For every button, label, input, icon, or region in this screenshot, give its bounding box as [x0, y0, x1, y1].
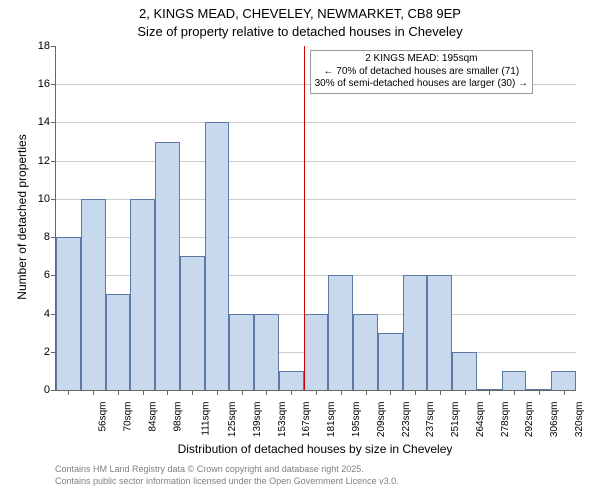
xtick-label: 84sqm	[147, 402, 158, 432]
xtick-label: 264sqm	[475, 402, 486, 438]
y-axis-label: Number of detached properties	[15, 127, 29, 307]
ytick-label: 0	[44, 384, 50, 396]
xtick-label: 251sqm	[450, 402, 461, 438]
histogram-bar	[229, 314, 254, 390]
xtick-mark	[68, 390, 69, 395]
xtick-label: 153sqm	[277, 402, 288, 438]
xtick-mark	[465, 390, 466, 395]
xtick-mark	[316, 390, 317, 395]
histogram-chart: 2, KINGS MEAD, CHEVELEY, NEWMARKET, CB8 …	[0, 0, 600, 500]
xtick-label: 111sqm	[201, 402, 212, 436]
ytick-label: 4	[44, 308, 50, 320]
xtick-mark	[118, 390, 119, 395]
ytick-mark	[51, 84, 56, 85]
chart-title-line1: 2, KINGS MEAD, CHEVELEY, NEWMARKET, CB8 …	[0, 6, 600, 21]
ytick-label: 6	[44, 269, 50, 281]
ytick-label: 18	[38, 40, 50, 52]
ytick-mark	[51, 46, 56, 47]
annotation-line: 30% of semi-detached houses are larger (…	[315, 78, 528, 91]
ytick-label: 10	[38, 193, 50, 205]
reference-line	[304, 46, 305, 390]
histogram-bar	[254, 314, 279, 390]
histogram-bar	[180, 256, 205, 390]
xtick-mark	[217, 390, 218, 395]
histogram-bar	[427, 275, 452, 390]
ytick-label: 2	[44, 346, 50, 358]
x-axis-label: Distribution of detached houses by size …	[55, 442, 575, 456]
histogram-bar	[205, 122, 230, 390]
xtick-mark	[539, 390, 540, 395]
ytick-label: 14	[38, 116, 50, 128]
annotation-line: ← 70% of detached houses are smaller (71…	[315, 66, 528, 79]
ytick-mark	[51, 161, 56, 162]
histogram-bar	[130, 199, 155, 390]
footer-line2: Contains public sector information licen…	[55, 476, 399, 488]
chart-title-line2: Size of property relative to detached ho…	[0, 24, 600, 39]
xtick-label: 181sqm	[326, 402, 337, 438]
footer-line1: Contains HM Land Registry data © Crown c…	[55, 464, 399, 476]
histogram-bar	[452, 352, 477, 390]
histogram-bar	[106, 294, 131, 390]
footer-attribution: Contains HM Land Registry data © Crown c…	[55, 464, 399, 487]
ytick-label: 16	[38, 78, 50, 90]
annotation-box: 2 KINGS MEAD: 195sqm← 70% of detached ho…	[310, 50, 533, 94]
xtick-mark	[564, 390, 565, 395]
xtick-mark	[390, 390, 391, 395]
histogram-bar	[378, 333, 403, 390]
ytick-label: 8	[44, 231, 50, 243]
xtick-label: 125sqm	[227, 402, 238, 438]
xtick-label: 167sqm	[302, 402, 313, 438]
xtick-label: 237sqm	[425, 402, 436, 438]
histogram-bar	[403, 275, 428, 390]
histogram-bar	[551, 371, 576, 390]
xtick-mark	[489, 390, 490, 395]
xtick-label: 98sqm	[172, 402, 183, 432]
histogram-bar	[502, 371, 527, 390]
xtick-mark	[143, 390, 144, 395]
xtick-mark	[167, 390, 168, 395]
gridline	[56, 161, 576, 162]
plot-area: 02468101214161856sqm70sqm84sqm98sqm111sq…	[55, 46, 576, 391]
ytick-label: 12	[38, 155, 50, 167]
xtick-label: 278sqm	[500, 402, 511, 438]
xtick-label: 292sqm	[524, 402, 535, 438]
xtick-mark	[514, 390, 515, 395]
histogram-bar	[56, 237, 81, 390]
xtick-mark	[415, 390, 416, 395]
xtick-label: 306sqm	[549, 402, 560, 438]
xtick-label: 195sqm	[351, 402, 362, 438]
xtick-mark	[192, 390, 193, 395]
xtick-label: 70sqm	[123, 402, 134, 432]
histogram-bar	[155, 142, 180, 390]
ytick-mark	[51, 199, 56, 200]
histogram-bar	[304, 314, 329, 390]
xtick-mark	[93, 390, 94, 395]
xtick-label: 56sqm	[98, 402, 109, 432]
xtick-mark	[440, 390, 441, 395]
xtick-label: 320sqm	[574, 402, 585, 438]
xtick-mark	[242, 390, 243, 395]
xtick-mark	[341, 390, 342, 395]
histogram-bar	[81, 199, 106, 390]
histogram-bar	[353, 314, 378, 390]
xtick-mark	[366, 390, 367, 395]
ytick-mark	[51, 122, 56, 123]
xtick-label: 209sqm	[376, 402, 387, 438]
ytick-mark	[51, 390, 56, 391]
xtick-mark	[291, 390, 292, 395]
xtick-label: 139sqm	[252, 402, 263, 438]
gridline	[56, 122, 576, 123]
xtick-mark	[266, 390, 267, 395]
xtick-label: 223sqm	[401, 402, 412, 438]
histogram-bar	[328, 275, 353, 390]
annotation-line: 2 KINGS MEAD: 195sqm	[315, 53, 528, 66]
histogram-bar	[279, 371, 304, 390]
